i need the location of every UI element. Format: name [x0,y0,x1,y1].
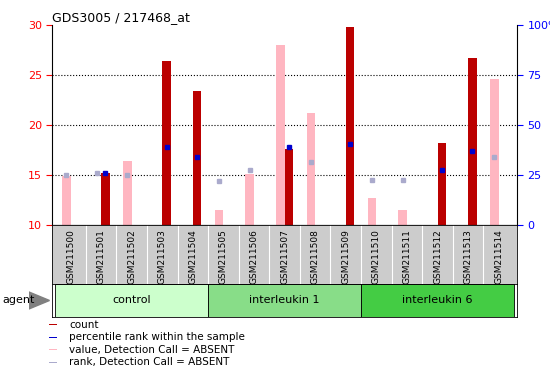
Bar [56,284,208,317]
Text: interleukin 6: interleukin 6 [402,295,473,306]
Text: GSM211502: GSM211502 [127,229,136,284]
Bar [346,27,354,225]
Bar [468,58,477,225]
Text: percentile rank within the sample: percentile rank within the sample [69,332,245,342]
Bar [162,61,171,225]
Bar [490,79,499,225]
Bar [307,113,315,225]
Bar [208,284,361,317]
Text: GSM211511: GSM211511 [403,229,411,284]
Bar [62,176,70,225]
Bar [101,173,110,225]
Bar [361,284,514,317]
Text: value, Detection Call = ABSENT: value, Detection Call = ABSENT [69,345,234,355]
Bar [276,45,285,225]
Bar [215,210,223,225]
Bar [398,210,407,225]
Bar [50,336,57,338]
Bar [193,91,201,225]
Text: GSM211512: GSM211512 [433,229,442,284]
Text: GSM211503: GSM211503 [158,229,167,284]
Bar [50,361,57,363]
Bar [245,174,254,225]
Text: control: control [112,295,151,306]
Bar [285,149,293,225]
Polygon shape [29,292,50,309]
Text: agent: agent [3,295,35,306]
Text: GSM211508: GSM211508 [311,229,320,284]
Text: GSM211504: GSM211504 [189,229,197,284]
Text: GSM211501: GSM211501 [97,229,106,284]
Bar [123,161,132,225]
Bar [368,198,376,225]
Bar [50,349,57,350]
Text: rank, Detection Call = ABSENT: rank, Detection Call = ABSENT [69,357,229,367]
Bar [437,143,446,225]
Bar [50,324,57,325]
Text: count: count [69,320,98,330]
Text: GSM211500: GSM211500 [66,229,75,284]
Text: GSM211507: GSM211507 [280,229,289,284]
Text: GSM211510: GSM211510 [372,229,381,284]
Text: GSM211509: GSM211509 [342,229,350,284]
Text: GSM211514: GSM211514 [494,229,503,284]
Text: GDS3005 / 217468_at: GDS3005 / 217468_at [52,11,190,24]
Text: GSM211505: GSM211505 [219,229,228,284]
Text: interleukin 1: interleukin 1 [249,295,320,306]
Text: GSM211506: GSM211506 [250,229,258,284]
Text: GSM211513: GSM211513 [464,229,472,284]
